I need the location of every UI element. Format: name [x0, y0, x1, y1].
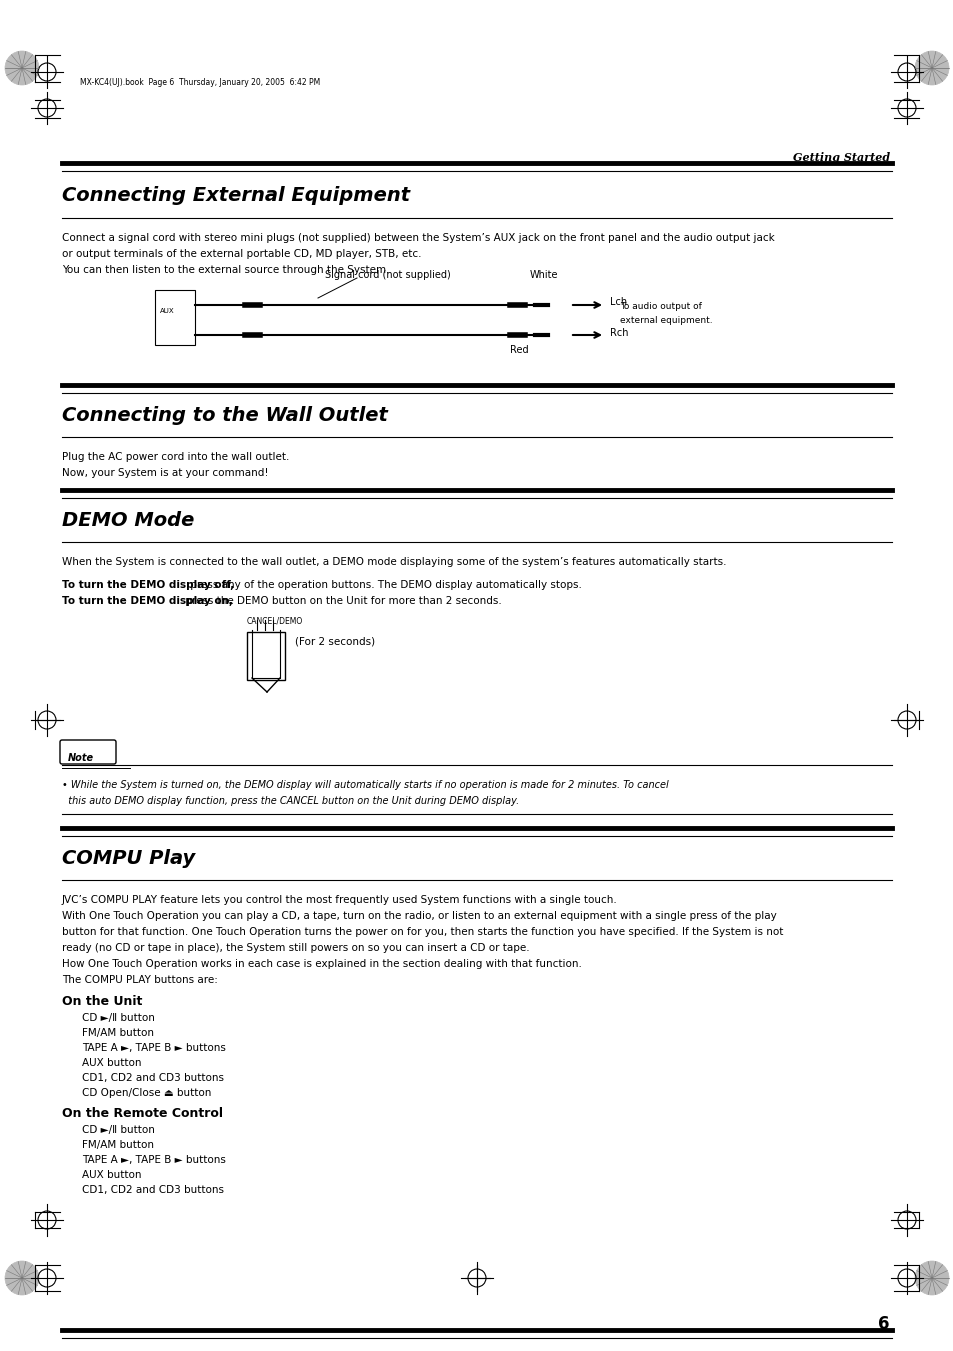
- Text: Signal cord (not supplied): Signal cord (not supplied): [325, 270, 450, 280]
- Circle shape: [914, 1260, 948, 1296]
- Text: AUX button: AUX button: [82, 1058, 141, 1069]
- Text: To turn the DEMO display off, press any of the operation buttons. The DEMO displ: To turn the DEMO display off, press any …: [62, 580, 608, 590]
- Text: (For 2 seconds): (For 2 seconds): [294, 636, 375, 646]
- Text: You can then listen to the external source through the System.: You can then listen to the external sour…: [62, 265, 389, 276]
- Text: Connecting External Equipment: Connecting External Equipment: [62, 186, 410, 205]
- Text: COMPU Play: COMPU Play: [62, 848, 195, 867]
- Text: CD ►/Ⅱ button: CD ►/Ⅱ button: [82, 1125, 154, 1135]
- Bar: [154, 290, 194, 345]
- Text: White: White: [530, 270, 558, 280]
- Ellipse shape: [95, 276, 135, 355]
- Text: press any of the operation buttons. The DEMO display automatically stops.: press any of the operation buttons. The …: [187, 580, 581, 590]
- Text: ready (no CD or tape in place), the System still powers on so you can insert a C: ready (no CD or tape in place), the Syst…: [62, 943, 529, 952]
- Text: external equipment.: external equipment.: [619, 316, 712, 326]
- Text: With One Touch Operation you can play a CD, a tape, turn on the radio, or listen: With One Touch Operation you can play a …: [62, 911, 776, 921]
- Text: TAPE A ►, TAPE B ► buttons: TAPE A ►, TAPE B ► buttons: [82, 1155, 226, 1165]
- Circle shape: [5, 51, 39, 85]
- Text: CD1, CD2 and CD3 buttons: CD1, CD2 and CD3 buttons: [82, 1073, 224, 1084]
- Text: Plug the AC power cord into the wall outlet.: Plug the AC power cord into the wall out…: [62, 453, 289, 462]
- Text: CANCEL/DEMO: CANCEL/DEMO: [247, 617, 303, 626]
- Ellipse shape: [102, 288, 128, 343]
- Text: FM/AM button: FM/AM button: [82, 1028, 153, 1038]
- Text: To turn the DEMO display on,: To turn the DEMO display on,: [62, 596, 233, 607]
- Text: JVC’s COMPU PLAY feature lets you control the most frequently used System functi: JVC’s COMPU PLAY feature lets you contro…: [62, 894, 618, 905]
- Text: CD1, CD2 and CD3 buttons: CD1, CD2 and CD3 buttons: [82, 1185, 224, 1196]
- Ellipse shape: [547, 300, 561, 309]
- Text: On the Remote Control: On the Remote Control: [62, 1106, 223, 1120]
- Text: AUX: AUX: [160, 308, 174, 313]
- Text: TAPE A ►, TAPE B ► buttons: TAPE A ►, TAPE B ► buttons: [82, 1043, 226, 1052]
- Text: 6: 6: [878, 1315, 889, 1333]
- Text: FM/AM button: FM/AM button: [82, 1140, 153, 1150]
- Text: this auto DEMO display function, press the CANCEL button on the Unit during DEMO: this auto DEMO display function, press t…: [62, 796, 518, 807]
- Circle shape: [5, 1260, 39, 1296]
- Text: CD ►/Ⅱ button: CD ►/Ⅱ button: [82, 1013, 154, 1023]
- FancyBboxPatch shape: [60, 740, 116, 765]
- Text: DEMO Mode: DEMO Mode: [62, 511, 194, 530]
- Circle shape: [914, 51, 948, 85]
- Text: button for that function. One Touch Operation turns the power on for you, then s: button for that function. One Touch Oper…: [62, 927, 782, 938]
- Bar: [247, 632, 285, 680]
- Text: On the Unit: On the Unit: [62, 994, 142, 1008]
- Text: How One Touch Operation works in each case is explained in the section dealing w: How One Touch Operation works in each ca…: [62, 959, 581, 969]
- Text: • While the System is turned on, the DEMO display will automatically starts if n: • While the System is turned on, the DEM…: [62, 780, 668, 790]
- Text: To audio output of: To audio output of: [619, 303, 701, 311]
- Text: Lch: Lch: [609, 297, 626, 307]
- Text: MX-KC4(UJ).book  Page 6  Thursday, January 20, 2005  6:42 PM: MX-KC4(UJ).book Page 6 Thursday, January…: [80, 78, 320, 86]
- Text: The COMPU PLAY buttons are:: The COMPU PLAY buttons are:: [62, 975, 217, 985]
- Text: or output terminals of the external portable CD, MD player, STB, etc.: or output terminals of the external port…: [62, 249, 421, 259]
- Text: Rch: Rch: [609, 328, 628, 338]
- Text: Connecting to the Wall Outlet: Connecting to the Wall Outlet: [62, 407, 388, 426]
- Text: Red: Red: [510, 345, 528, 355]
- Text: press the DEMO button on the Unit for more than 2 seconds.: press the DEMO button on the Unit for mo…: [182, 596, 501, 607]
- Text: AUX button: AUX button: [82, 1170, 141, 1179]
- Text: Now, your System is at your command!: Now, your System is at your command!: [62, 467, 269, 478]
- Text: To turn the DEMO display off,: To turn the DEMO display off,: [62, 580, 234, 590]
- Text: CD Open/Close ⏏ button: CD Open/Close ⏏ button: [82, 1088, 212, 1098]
- Text: Connect a signal cord with stereo mini plugs (not supplied) between the System’s: Connect a signal cord with stereo mini p…: [62, 232, 774, 243]
- Ellipse shape: [547, 330, 561, 340]
- Text: Note: Note: [68, 753, 94, 763]
- Text: Getting Started: Getting Started: [792, 153, 889, 163]
- Text: When the System is connected to the wall outlet, a DEMO mode displaying some of : When the System is connected to the wall…: [62, 557, 726, 567]
